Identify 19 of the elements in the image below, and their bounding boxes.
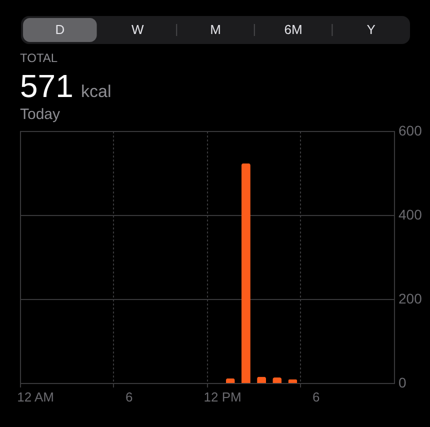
text: M <box>210 22 221 37</box>
x-tick-label: 12 AM <box>17 390 54 404</box>
y-tick-label: 600 <box>398 122 422 138</box>
y-tick-label: 200 <box>398 290 422 306</box>
text: Y <box>366 22 376 37</box>
text: TOTAL <box>20 51 58 65</box>
x-tick-label: 6 <box>125 390 133 404</box>
text: D <box>55 22 65 37</box>
text: 571 <box>20 68 74 104</box>
y-tick-label: 400 <box>398 206 422 222</box>
text: 6M <box>284 22 302 37</box>
bar <box>241 163 250 383</box>
text: Today <box>20 106 61 123</box>
bar <box>272 378 282 383</box>
x-tick-label: 6 <box>312 390 320 404</box>
x-tick-label: 12 PM <box>204 390 242 404</box>
text: W <box>132 22 145 37</box>
y-tick-label: 0 <box>398 374 406 390</box>
text: kcal <box>81 82 112 101</box>
